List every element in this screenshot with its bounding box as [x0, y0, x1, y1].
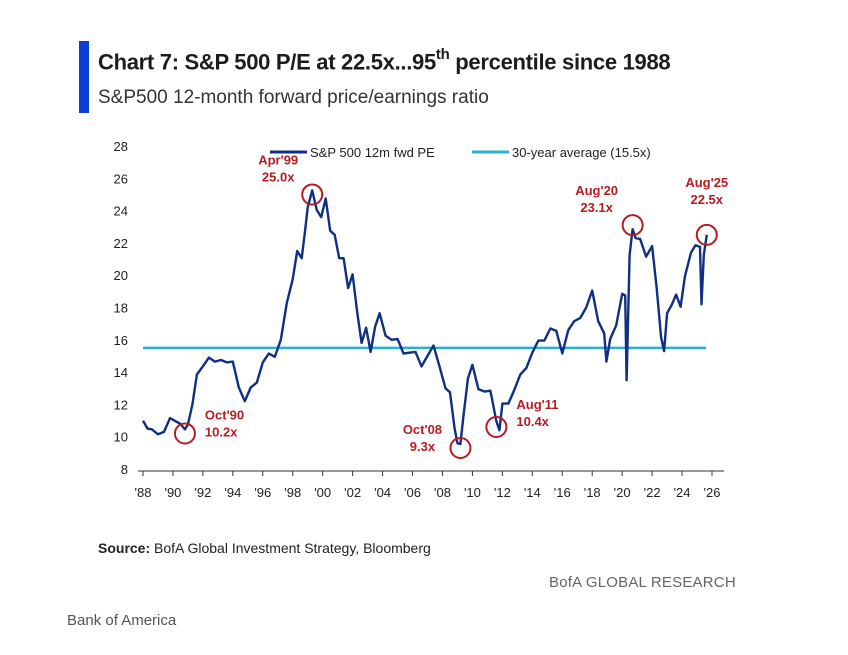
x-tick-label: '96: [254, 485, 271, 500]
x-tick-label: '04: [374, 485, 391, 500]
x-tick-label: '12: [494, 485, 511, 500]
annotation-circle: [173, 422, 196, 445]
source-label: Source:: [98, 540, 151, 556]
x-tick-label: '14: [524, 485, 541, 500]
annotation-value-label: 23.1x: [580, 200, 613, 215]
x-tick-label: '16: [554, 485, 571, 500]
legend-label-average: 30-year average (15.5x): [512, 145, 651, 160]
annotation-circle: [621, 214, 644, 237]
x-tick-label: '90: [164, 485, 181, 500]
annotation-value-label: 25.0x: [262, 169, 295, 184]
y-tick-label: 14: [114, 365, 128, 380]
x-tick-label: '08: [434, 485, 451, 500]
legend-label-pe: S&P 500 12m fwd PE: [310, 145, 435, 160]
chart-title-main: Chart 7: S&P 500 P/E at 22.5x...95: [98, 49, 436, 75]
chart-title-tail: percentile since 1988: [449, 49, 671, 75]
y-tick-label: 24: [114, 204, 128, 219]
pe-ratio-chart: 8 10 12 14 16 18 20 22 24 26 28 '88 '90 '92 '94 '96 '98…: [114, 139, 729, 500]
series-layer: [141, 189, 708, 446]
y-tick-label: 12: [114, 397, 128, 412]
y-tick-label: 10: [114, 430, 128, 445]
source-text: BofA Global Investment Strategy, Bloombe…: [150, 540, 431, 556]
annotation-value-label: 10.4x: [516, 414, 549, 429]
x-tick-label: '18: [584, 485, 601, 500]
x-tick-label: '24: [674, 485, 691, 500]
annotation-layer: Oct'90 10.2x Apr'99 25.0x Oct'08 9.3x Aug'11 10…: [173, 152, 728, 460]
annotation-circle: [301, 183, 324, 206]
y-tick-label: 8: [121, 462, 128, 477]
x-tick-label: '92: [194, 485, 211, 500]
x-tick-label: '98: [284, 485, 301, 500]
y-tick-label: 28: [114, 139, 128, 154]
annotation-date-label: Aug'20: [575, 183, 618, 198]
y-tick-label: 20: [114, 268, 128, 283]
y-tick-label: 18: [114, 301, 128, 316]
x-tick-label: '02: [344, 485, 361, 500]
x-tick-label: '26: [704, 485, 721, 500]
company-brand: Bank of America: [67, 612, 177, 629]
annotation-date-label: Aug'25: [685, 175, 728, 190]
annotation-date-label: Oct'90: [205, 407, 244, 422]
y-tick-label: 16: [114, 333, 128, 348]
research-brand: BofA GLOBAL RESEARCH: [549, 574, 736, 591]
y-tick-label: 26: [114, 171, 128, 186]
x-tick-label: '22: [644, 485, 661, 500]
x-tick-label: '10: [464, 485, 481, 500]
legend: S&P 500 12m fwd PE 30-year average (15.5x…: [270, 145, 651, 160]
x-tick-label: '00: [314, 485, 331, 500]
annotation-circle: [485, 416, 508, 439]
annotation-date-label: Oct'08: [403, 422, 442, 437]
annotation-value-label: 10.2x: [205, 424, 238, 439]
annotation-date-label: Aug'11: [516, 397, 558, 412]
x-tick-label: '94: [224, 485, 241, 500]
annotation-circle: [449, 437, 472, 460]
chart-subtitle: S&P500 12-month forward price/earnings r…: [98, 87, 489, 108]
pe-series-line: [141, 189, 708, 446]
y-tick-label: 22: [114, 236, 128, 251]
chart-title: Chart 7: S&P 500 P/E at 22.5x...95th per…: [98, 46, 671, 75]
annotation-value-label: 9.3x: [410, 439, 436, 454]
chart-title-superscript: th: [435, 46, 450, 63]
title-accent-bar: [79, 41, 89, 113]
annotation-circle: [695, 223, 718, 246]
x-axis: '88 '90 '92 '94 '96 '98 '00 '02 '04 '06 '08 '10 '12 '…: [135, 470, 724, 500]
y-axis: 8 10 12 14 16 18 20 22 24 26 28: [114, 139, 128, 477]
annotation-date-label: Apr'99: [258, 152, 298, 167]
source-note: Source: BofA Global Investment Strategy,…: [98, 540, 431, 556]
x-tick-label: '88: [135, 485, 152, 500]
annotation-value-label: 22.5x: [690, 192, 723, 207]
x-tick-label: '20: [614, 485, 631, 500]
x-tick-label: '06: [404, 485, 421, 500]
